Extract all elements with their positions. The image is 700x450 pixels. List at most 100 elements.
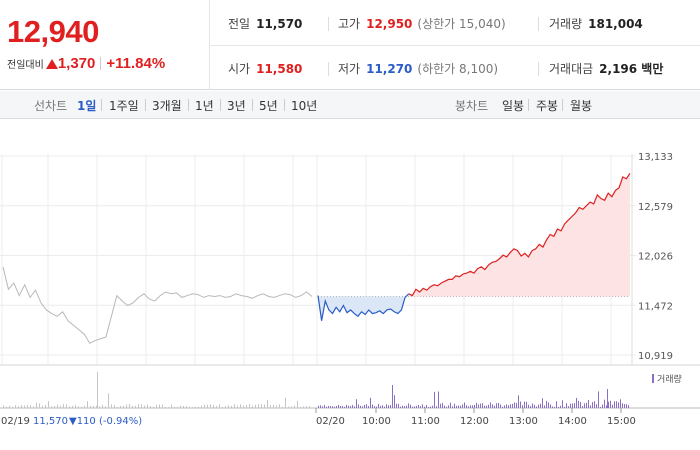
volume-bar bbox=[356, 399, 357, 408]
volume-bar bbox=[213, 405, 214, 408]
stat-high: 고가 12,950 (상한가 15,040) bbox=[338, 15, 506, 32]
volume-bar bbox=[606, 405, 607, 408]
volume-bar bbox=[390, 404, 391, 408]
volume-bar bbox=[480, 403, 481, 408]
volume-bar bbox=[201, 405, 202, 408]
volume-bar bbox=[234, 404, 235, 408]
stat-value: 11,270 bbox=[366, 62, 413, 76]
volume-bar bbox=[9, 405, 10, 408]
volume-bar bbox=[560, 405, 561, 408]
volume-bar bbox=[332, 406, 333, 408]
volume-bar bbox=[558, 406, 559, 408]
volume-bar bbox=[618, 402, 619, 408]
volume-bar bbox=[532, 403, 533, 408]
volume-bar bbox=[584, 403, 585, 408]
volume-bar bbox=[460, 405, 461, 408]
volume-bar bbox=[566, 403, 567, 408]
chart-period-tabs: 선차트 1일 1주일 3개월 1년 3년 5년 10년 봉차트 일봉 주봉 월봉 bbox=[0, 91, 700, 119]
volume-bar bbox=[24, 405, 25, 408]
volume-bar bbox=[69, 406, 70, 408]
prev-day-change: ▼110 bbox=[69, 416, 96, 427]
tab-3month[interactable]: 3개월 bbox=[152, 99, 182, 113]
tab-3year[interactable]: 3년 bbox=[227, 99, 246, 113]
volume-bar bbox=[404, 406, 405, 408]
volume-bar bbox=[334, 406, 335, 408]
volume-bar bbox=[522, 405, 523, 408]
tab-monthly-candle[interactable]: 월봉 bbox=[570, 99, 593, 113]
x-tick-label: 10:00 bbox=[362, 416, 391, 427]
stat-volume: 거래량 181,004 bbox=[549, 15, 643, 32]
volume-bar bbox=[84, 405, 85, 408]
volume-bar bbox=[446, 406, 447, 408]
divider bbox=[145, 99, 146, 111]
volume-bar bbox=[216, 405, 217, 408]
y-tick-label: 13,133 bbox=[638, 152, 673, 163]
volume-bar bbox=[628, 405, 629, 408]
volume-bar bbox=[358, 404, 359, 408]
volume-bar bbox=[354, 406, 355, 408]
tab-5year[interactable]: 5년 bbox=[259, 99, 278, 113]
volume-bar bbox=[364, 404, 365, 408]
volume-bar bbox=[540, 403, 541, 408]
divider bbox=[562, 99, 563, 111]
volume-bar bbox=[350, 406, 351, 408]
x-tick-label: 02/20 bbox=[316, 416, 345, 427]
volume-bar bbox=[607, 389, 608, 408]
volume-bar bbox=[180, 405, 181, 408]
volume-bar bbox=[516, 402, 517, 408]
volume-bar bbox=[258, 404, 259, 408]
volume-bar bbox=[384, 406, 385, 408]
tab-1year[interactable]: 1년 bbox=[195, 99, 214, 113]
volume-bar bbox=[616, 401, 617, 408]
stat-label: 고가 bbox=[338, 17, 361, 31]
stat-label: 거래량 bbox=[549, 17, 583, 31]
volume-bar bbox=[568, 406, 569, 408]
stat-label: 거래대금 bbox=[549, 62, 594, 76]
volume-bar bbox=[508, 405, 509, 408]
tab-1week[interactable]: 1주일 bbox=[109, 99, 139, 113]
volume-bar bbox=[548, 402, 549, 408]
volume-bar bbox=[466, 405, 467, 408]
volume-bar bbox=[458, 405, 459, 408]
volume-bar bbox=[87, 401, 88, 408]
tab-daily-candle[interactable]: 일봉 bbox=[502, 99, 525, 113]
volume-bar bbox=[406, 405, 407, 408]
volume-bar bbox=[240, 404, 241, 408]
volume-bar bbox=[225, 406, 226, 408]
volume-bar bbox=[183, 405, 184, 408]
volume-bar bbox=[414, 406, 415, 408]
volume-bar bbox=[12, 406, 13, 408]
volume-bar bbox=[111, 404, 112, 408]
volume-bar bbox=[422, 404, 423, 408]
volume-bar bbox=[210, 404, 211, 408]
volume-bar bbox=[291, 406, 292, 408]
volume-bar bbox=[412, 406, 413, 408]
volume-bar bbox=[512, 403, 513, 408]
volume-bar bbox=[554, 406, 555, 408]
tab-10year[interactable]: 10년 bbox=[291, 99, 318, 113]
volume-bar bbox=[478, 404, 479, 408]
volume-bar bbox=[602, 404, 603, 408]
volume-bar bbox=[147, 404, 148, 408]
volume-bar bbox=[382, 405, 383, 408]
volume-bar bbox=[456, 405, 457, 408]
volume-bar bbox=[326, 406, 327, 408]
stat-label: 전일 bbox=[228, 17, 251, 31]
volume-bar bbox=[21, 405, 22, 408]
volume-bar bbox=[586, 402, 587, 408]
lower-limit: (하한가 8,100) bbox=[417, 62, 499, 76]
volume-bar bbox=[564, 406, 565, 408]
volume-bar bbox=[476, 402, 477, 408]
volume-bar bbox=[580, 402, 581, 408]
tab-weekly-candle[interactable]: 주봉 bbox=[536, 99, 559, 113]
volume-bar bbox=[432, 405, 433, 408]
volume-bar bbox=[482, 403, 483, 408]
divider bbox=[328, 17, 329, 31]
volume-bar bbox=[454, 403, 455, 408]
tab-1day[interactable]: 1일 bbox=[77, 99, 97, 113]
volume-bar bbox=[376, 406, 377, 408]
volume-bar bbox=[261, 404, 262, 408]
volume-bar bbox=[207, 404, 208, 408]
volume-bar bbox=[114, 405, 115, 408]
volume-bar bbox=[592, 402, 593, 408]
